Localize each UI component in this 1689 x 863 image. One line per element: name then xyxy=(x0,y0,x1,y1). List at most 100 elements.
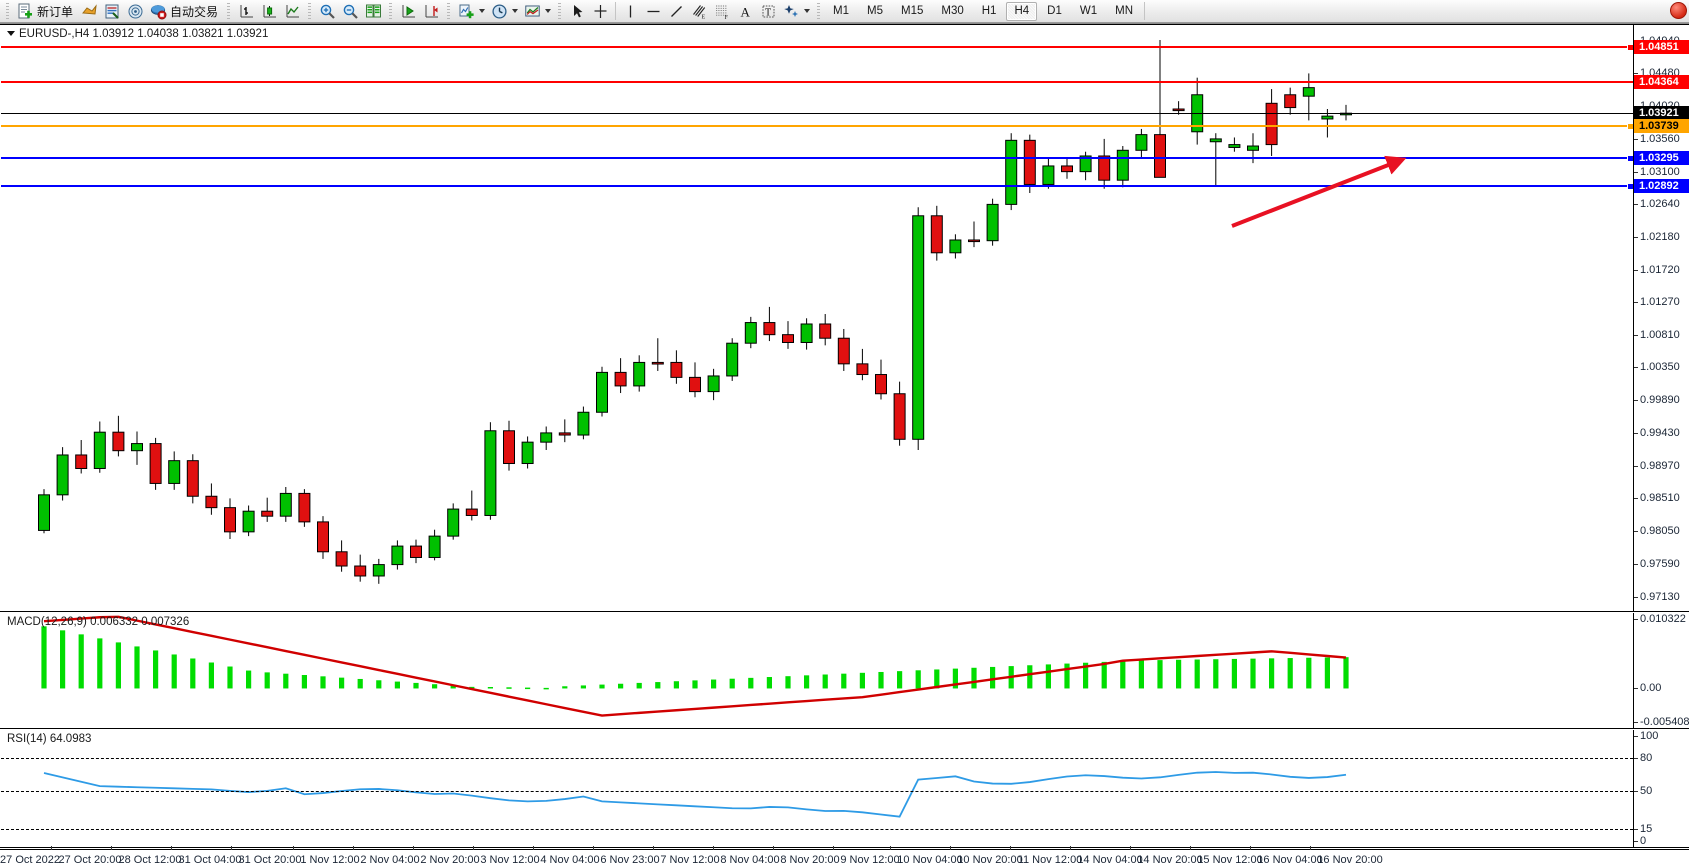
macd-histogram-bar xyxy=(1306,657,1312,689)
pending-order-line-handle[interactable] xyxy=(1627,123,1633,131)
macd-histogram-bar xyxy=(859,672,865,689)
macd-pane[interactable]: MACD(12,26,9) 0.006332 0.007326 0.010322… xyxy=(0,613,1689,729)
horizontal-line-button[interactable] xyxy=(642,1,665,21)
macd-histogram-bar xyxy=(655,682,661,689)
pending-order-line[interactable] xyxy=(1,125,1633,128)
time-axis-tick-mark xyxy=(1069,846,1071,850)
time-axis-tick-mark xyxy=(110,846,112,850)
svg-text:A: A xyxy=(741,4,751,19)
text-button[interactable]: A xyxy=(734,1,757,21)
price-label-support[interactable]: 1.02892 xyxy=(1634,179,1689,194)
time-axis-ticks: 27 Oct 2022 27 Oct 20:00 28 Oct 12:00 31 Oc… xyxy=(0,846,1632,863)
bar-chart-button[interactable] xyxy=(235,1,258,21)
timeframe-button-m5[interactable]: M5 xyxy=(859,2,891,21)
timeframe-button-mn[interactable]: MN xyxy=(1107,2,1141,21)
candlestick-chart-button[interactable] xyxy=(258,1,281,21)
toolbar-grip-orders[interactable] xyxy=(5,2,11,20)
rsi-level-15 xyxy=(1,828,1633,830)
macd-histogram-bar xyxy=(618,683,624,689)
timeframe-button-h4[interactable]: H4 xyxy=(1006,1,1038,21)
support-line-1-handle[interactable] xyxy=(1627,154,1633,162)
price-pane[interactable]: EURUSD-,H4 1.03912 1.04038 1.03821 1.039… xyxy=(0,24,1689,612)
chart-shift-button[interactable] xyxy=(420,1,443,21)
line-chart-button[interactable] xyxy=(281,1,304,21)
chevron-down-icon[interactable] xyxy=(545,9,552,13)
price-axis[interactable]: 1.049401.044801.040201.035601.031001.026… xyxy=(1633,25,1689,611)
timeframe-button-d1[interactable]: D1 xyxy=(1039,2,1070,21)
chevron-down-icon[interactable] xyxy=(804,9,811,13)
toolbar-grip-scroll[interactable] xyxy=(388,2,395,20)
resistance-line-2[interactable] xyxy=(1,80,1633,83)
macd-axis: 0.010322 0.00 -0.005408 xyxy=(1633,613,1689,728)
macd-histogram-bar xyxy=(171,654,177,689)
resistance-line-1[interactable] xyxy=(1,45,1633,48)
timeframe-button-w1[interactable]: W1 xyxy=(1072,2,1105,21)
market-watch-button[interactable] xyxy=(101,1,124,21)
tile-windows-button[interactable] xyxy=(362,1,385,21)
time-axis-tick-mark xyxy=(1129,846,1131,850)
cursor-button[interactable] xyxy=(566,1,589,21)
time-axis-tick: 7 Nov 12:00 xyxy=(660,854,720,863)
time-axis-tick: 10 Nov 04:00 xyxy=(897,854,963,863)
connection-status-icon[interactable] xyxy=(1670,2,1687,19)
fibonacci-retracement-button[interactable]: F xyxy=(711,1,734,21)
template-button[interactable] xyxy=(521,1,554,21)
price-label-current-price[interactable]: 1.03921 xyxy=(1634,106,1689,121)
auto-trading-button[interactable]: 自动交易 xyxy=(147,1,223,21)
time-axis-tick: 4 Nov 04:00 xyxy=(540,854,600,863)
support-line-2[interactable] xyxy=(1,185,1633,188)
chevron-down-icon[interactable] xyxy=(512,9,519,13)
shapes-button[interactable] xyxy=(780,1,813,21)
price-label-pending-order[interactable]: 1.03739 xyxy=(1634,119,1689,134)
add-indicator-button[interactable] xyxy=(455,1,488,21)
time-axis-tick-mark xyxy=(772,846,774,850)
new-order-button[interactable]: 新订单 xyxy=(14,1,78,21)
macd-histogram-bar xyxy=(208,662,214,689)
zoom-in-button[interactable] xyxy=(316,1,339,21)
price-label-resistance[interactable]: 1.04851 xyxy=(1634,39,1689,54)
chevron-down-icon[interactable] xyxy=(479,9,486,13)
auto-scroll-button[interactable] xyxy=(397,1,420,21)
candlestick-series xyxy=(38,39,1352,584)
timeframe-button-m30[interactable]: M30 xyxy=(933,2,971,21)
rsi-pane[interactable]: RSI(14) 64.0983 100 80 50 15 0 xyxy=(0,730,1689,848)
macd-histogram-bar xyxy=(543,687,549,690)
trendline-button[interactable] xyxy=(665,1,688,21)
navigator-icon xyxy=(127,3,144,20)
price-label-support[interactable]: 1.03295 xyxy=(1634,150,1689,165)
crosshair-button[interactable] xyxy=(589,1,612,21)
price-axis-tick: 1.00350 xyxy=(1634,361,1680,374)
support-line-1[interactable] xyxy=(1,156,1633,159)
vertical-line-button[interactable] xyxy=(619,1,642,21)
time-axis[interactable]: 27 Oct 2022 27 Oct 20:00 28 Oct 12:00 31 Oc… xyxy=(0,846,1689,863)
text-label-button[interactable]: T xyxy=(757,1,780,21)
timeframe-button-m1[interactable]: M1 xyxy=(825,2,857,21)
chart-area[interactable]: EURUSD-,H4 1.03912 1.04038 1.03821 1.039… xyxy=(0,23,1689,863)
time-axis-tick: 27 Oct 20:00 xyxy=(58,854,122,863)
resistance-line-1-handle[interactable] xyxy=(1627,43,1633,51)
market-watch-icon xyxy=(104,3,121,20)
toolbar-separator xyxy=(615,2,617,20)
equidistant-channel-button[interactable]: E xyxy=(688,1,711,21)
vertical-line-icon xyxy=(622,3,639,20)
collapse-triangle-icon[interactable] xyxy=(7,31,15,36)
support-line-2-handle[interactable] xyxy=(1627,183,1633,191)
macd-histogram-bar xyxy=(227,666,233,689)
timeframe-label: W1 xyxy=(1079,5,1098,17)
toolbar-grip-timeframes[interactable] xyxy=(816,2,823,20)
timeframe-button-h1[interactable]: H1 xyxy=(974,2,1005,21)
current-price-line[interactable] xyxy=(1,112,1633,114)
price-label-resistance[interactable]: 1.04364 xyxy=(1634,74,1689,89)
price-plot[interactable]: EURUSD-,H4 1.03912 1.04038 1.03821 1.039… xyxy=(1,25,1633,611)
toolbar-grip-zoom[interactable] xyxy=(307,2,314,20)
toolbar-grip-cursor[interactable] xyxy=(557,2,564,20)
period-separator-button[interactable] xyxy=(488,1,521,21)
timeframe-button-m15[interactable]: M15 xyxy=(893,2,931,21)
zoom-out-button[interactable] xyxy=(339,1,362,21)
navigator-button[interactable] xyxy=(124,1,147,21)
indicators-button[interactable] xyxy=(78,1,101,21)
macd-histogram-bar xyxy=(562,686,568,689)
toolbar-grip-chart-type[interactable] xyxy=(226,2,233,20)
toolbar-grip-templates[interactable] xyxy=(446,2,453,20)
price-axis-tick: 0.98510 xyxy=(1634,492,1680,505)
